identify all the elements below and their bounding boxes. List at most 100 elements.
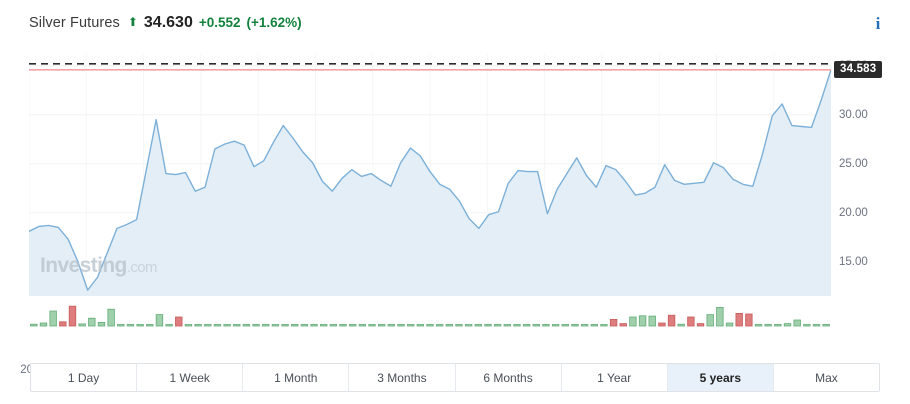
volume-bar	[580, 324, 589, 327]
info-icon: i	[875, 13, 881, 33]
volume-bar	[706, 314, 714, 327]
timeframe-button-3-months[interactable]: 3 Months	[349, 364, 456, 391]
volume-bar	[155, 314, 164, 327]
volume-bar	[223, 324, 231, 327]
volume-bar	[262, 324, 270, 327]
volume-bar	[667, 314, 676, 327]
timeframe-button-1-month[interactable]: 1 Month	[243, 364, 350, 391]
arrow-up-icon: ⬆	[127, 15, 138, 29]
volume-bar	[619, 323, 627, 327]
volume-bar	[271, 324, 280, 327]
volume-bar	[455, 324, 463, 327]
volume-bar	[484, 324, 492, 327]
volume-bar	[146, 324, 154, 327]
volume-bar	[542, 324, 550, 327]
timeframe-button-5-years[interactable]: 5 years	[667, 364, 774, 391]
volume-bar	[88, 317, 96, 327]
chart-area[interactable]: Investing.com 35.0030.0025.0020.0015.00 …	[0, 46, 910, 376]
volume-bar	[406, 324, 415, 327]
chart-header: Silver Futures ⬆ 34.630 +0.552 (+1.62%) …	[0, 0, 910, 46]
price-axis-label: 30.00	[839, 108, 868, 121]
price-chart-svg[interactable]	[29, 54, 831, 336]
volume-bar	[126, 324, 135, 327]
volume-bar	[600, 324, 608, 327]
volume-bar	[648, 315, 656, 327]
volume-bar	[184, 324, 193, 327]
volume-bar	[329, 324, 338, 327]
volume-bar	[49, 310, 57, 327]
volume-bar	[464, 324, 473, 327]
volume-bar	[59, 321, 67, 327]
volume-bar	[774, 324, 782, 327]
volume-bar	[136, 324, 144, 327]
price-axis-label: 15.00	[839, 255, 868, 268]
volume-bar	[745, 313, 753, 327]
timeframe-button-6-months[interactable]: 6 Months	[455, 364, 562, 391]
instrument-name: Silver Futures	[29, 15, 120, 31]
price-axis-label: 25.00	[839, 157, 868, 170]
volume-bar	[435, 324, 444, 327]
volume-bar	[300, 324, 309, 327]
volume-bar	[39, 322, 48, 327]
volume-bar	[426, 324, 434, 327]
volume-bar	[629, 316, 637, 327]
volume-bar	[97, 321, 106, 327]
volume-bar	[175, 316, 183, 327]
volume-bar	[204, 324, 212, 327]
timeframe-button-max[interactable]: Max	[773, 364, 879, 391]
volume-bar	[609, 318, 618, 327]
volume-bar	[716, 306, 724, 327]
timeframe-button-1-week[interactable]: 1 Week	[137, 364, 244, 391]
volume-bar	[242, 324, 251, 327]
volume-bar	[812, 324, 821, 327]
volume-bar	[78, 323, 86, 327]
volume-bar	[339, 324, 347, 327]
volume-bar	[513, 324, 521, 327]
volume-bar	[252, 324, 260, 327]
volume-bar	[377, 324, 386, 327]
volume-bar	[677, 323, 685, 327]
timeframe-selector[interactable]: 1 Day 1 Week 1 Month 3 Months 6 Months 1 Year…	[30, 363, 880, 392]
volume-bar	[764, 324, 772, 327]
volume-bar	[493, 324, 502, 327]
volume-bar	[349, 324, 357, 327]
volume-bar	[638, 315, 647, 327]
volume-bar	[194, 324, 202, 327]
volume-bar	[281, 324, 289, 327]
volume-bar	[793, 319, 801, 327]
volume-bar	[658, 322, 666, 327]
timeframe-button-1-year[interactable]: 1 Year	[561, 364, 668, 391]
volume-bar	[416, 324, 425, 327]
price-line	[29, 68, 831, 291]
quote-summary: Silver Futures ⬆ 34.630 +0.552 (+1.62%)	[0, 14, 302, 32]
volume-bar	[754, 324, 763, 327]
info-button[interactable]: i	[868, 13, 888, 33]
volume-bar	[233, 324, 241, 327]
volume-bar	[522, 324, 531, 327]
volume-bar	[320, 324, 328, 327]
volume-bar	[310, 324, 318, 327]
volume-bar	[30, 323, 38, 327]
volume-bars	[30, 305, 830, 327]
date-axis: 2020AprAug2021AprAug2022AprAug2023AprAug…	[20, 318, 836, 376]
timeframe-button-1-day[interactable]: 1 Day	[31, 364, 138, 391]
volume-bar	[590, 324, 598, 327]
volume-bar	[291, 324, 299, 327]
volume-bar	[551, 324, 560, 327]
volume-bar	[474, 324, 482, 327]
price-change-percent: (+1.62%)	[246, 15, 302, 30]
volume-bar	[445, 324, 454, 327]
volume-bar	[213, 324, 222, 327]
volume-bar	[368, 324, 376, 327]
volume-bar	[783, 323, 792, 327]
volume-bar	[735, 312, 743, 327]
volume-bar	[358, 324, 367, 327]
volume-bar	[387, 324, 396, 327]
volume-bar	[696, 323, 705, 327]
volume-bar	[503, 324, 511, 327]
volume-bar	[532, 324, 540, 327]
volume-bar	[725, 322, 734, 327]
price-area-fill	[29, 69, 831, 297]
